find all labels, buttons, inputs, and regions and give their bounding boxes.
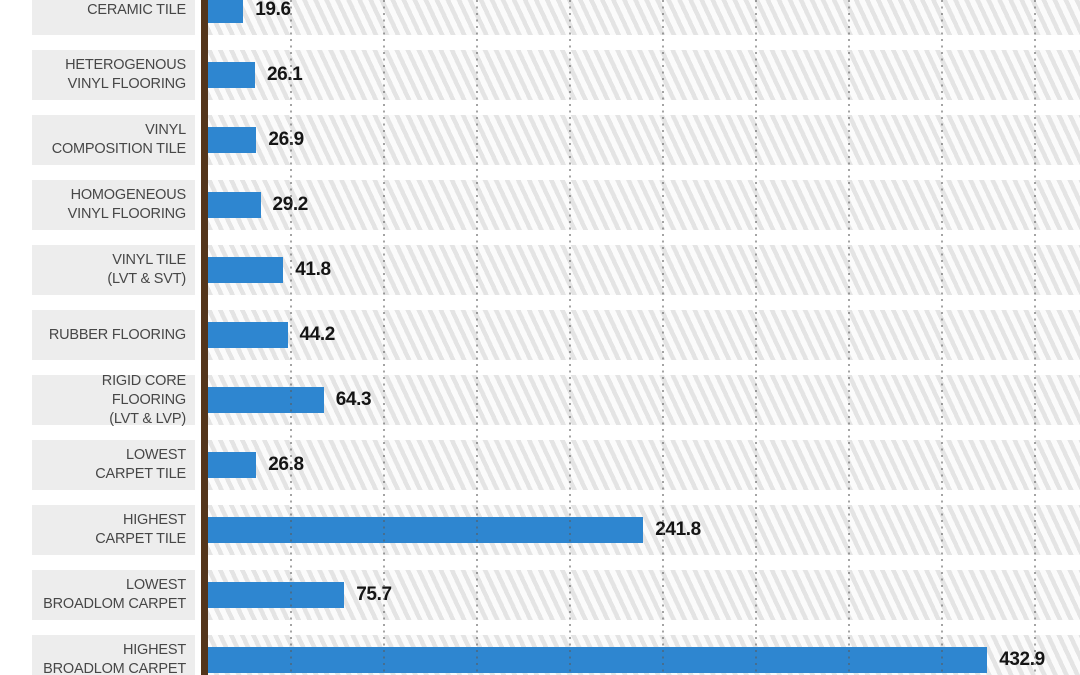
- chart-row: VINYL TILE (LVT & SVT) 41.8: [0, 245, 1080, 295]
- category-label-band: LOWEST BROADLOM CARPET: [32, 570, 195, 620]
- hatch-band: [208, 440, 1080, 490]
- bar: [208, 127, 257, 153]
- bar: [208, 192, 261, 218]
- category-label: CERAMIC TILE: [87, 1, 186, 18]
- category-label-band: HOMOGENEOUS VINYL FLOORING: [32, 180, 195, 230]
- gridline: [941, 0, 943, 675]
- gridline: [383, 0, 385, 675]
- category-label-band: HIGHEST CARPET TILE: [32, 505, 195, 555]
- gridline: [476, 0, 478, 675]
- category-label-band: HIGHEST BROADLOM CARPET: [32, 635, 195, 675]
- chart-row: HIGHEST CARPET TILE 241.8: [0, 505, 1080, 555]
- bar: [208, 582, 345, 608]
- gridline: [1034, 0, 1036, 675]
- hatch-band: [208, 310, 1080, 360]
- hatch-band: [208, 0, 1080, 35]
- bar: [208, 647, 988, 673]
- category-label: LOWEST CARPET TILE: [95, 447, 186, 482]
- category-label-band: CERAMIC TILE: [32, 0, 195, 35]
- gridline: [290, 0, 292, 675]
- hatch-band: [208, 245, 1080, 295]
- value-label: 75.7: [356, 584, 392, 605]
- bar: [208, 452, 257, 478]
- category-label: VINYL COMPOSITION TILE: [51, 122, 187, 157]
- bar: [208, 0, 244, 23]
- axis-line: [201, 0, 208, 675]
- gridline: [662, 0, 664, 675]
- value-label: 44.2: [299, 324, 336, 345]
- chart-row: HOMOGENEOUS VINYL FLOORING29.2: [0, 180, 1080, 230]
- category-label: LOWEST BROADLOM CARPET: [43, 577, 186, 612]
- value-label: 41.8: [295, 259, 331, 280]
- category-label-band: HETEROGENOUS VINYL FLOORING: [32, 50, 195, 100]
- hatch-band: [208, 115, 1080, 165]
- category-label: HETEROGENOUS VINYL FLOORING: [65, 57, 186, 92]
- chart-row: VINYL COMPOSITION TILE 26.9: [0, 115, 1080, 165]
- chart-row: RUBBER FLOORING 44.2: [0, 310, 1080, 360]
- value-label: 19.6: [255, 0, 291, 20]
- hatch-band: [208, 50, 1080, 100]
- value-label: 432.9: [999, 649, 1045, 670]
- gridline: [848, 0, 850, 675]
- value-label: 26.8: [268, 454, 304, 475]
- category-label-band: RUBBER FLOORING: [32, 310, 195, 360]
- category-label: RUBBER FLOORING: [48, 326, 186, 343]
- hatch-band: [208, 180, 1080, 230]
- bar: [208, 257, 284, 283]
- hatch-band: [208, 570, 1080, 620]
- category-label-band: RIGID CORE FLOORING (LVT & LVP): [32, 373, 195, 427]
- category-label: HIGHEST BROADLOM CARPET: [43, 642, 186, 675]
- value-label: 64.3: [335, 389, 372, 410]
- gridline: [569, 0, 571, 675]
- bar: [208, 517, 644, 543]
- chart-row: HETEROGENOUS VINYL FLOORING 26.1: [0, 50, 1080, 100]
- value-label: 26.1: [266, 64, 303, 85]
- chart-row: LOWEST BROADLOM CARPET 75.7: [0, 570, 1080, 620]
- category-label: RIGID CORE FLOORING (LVT & LVP): [101, 372, 186, 427]
- value-label: 241.8: [655, 519, 701, 540]
- chart-row: LOWEST CARPET TILE 26.8: [0, 440, 1080, 490]
- bar: [208, 387, 324, 413]
- value-label: 26.9: [268, 129, 304, 150]
- bar: [208, 62, 255, 88]
- gridline: [755, 0, 757, 675]
- bar: [208, 322, 288, 348]
- chart-row: RIGID CORE FLOORING (LVT & LVP) 64.3: [0, 373, 1080, 427]
- category-label: HIGHEST CARPET TILE: [95, 512, 186, 547]
- category-label-band: LOWEST CARPET TILE: [32, 440, 195, 490]
- category-label: HOMOGENEOUS VINYL FLOORING: [67, 187, 187, 222]
- category-label: VINYL TILE (LVT & SVT): [107, 252, 186, 287]
- hatch-band: [208, 375, 1080, 425]
- category-label-band: VINYL TILE (LVT & SVT): [32, 245, 195, 295]
- chart-row: HIGHEST BROADLOM CARPET 432.9: [0, 635, 1080, 675]
- chart-row: CERAMIC TILE 19.6: [0, 0, 1080, 35]
- category-label-band: VINYL COMPOSITION TILE: [32, 115, 195, 165]
